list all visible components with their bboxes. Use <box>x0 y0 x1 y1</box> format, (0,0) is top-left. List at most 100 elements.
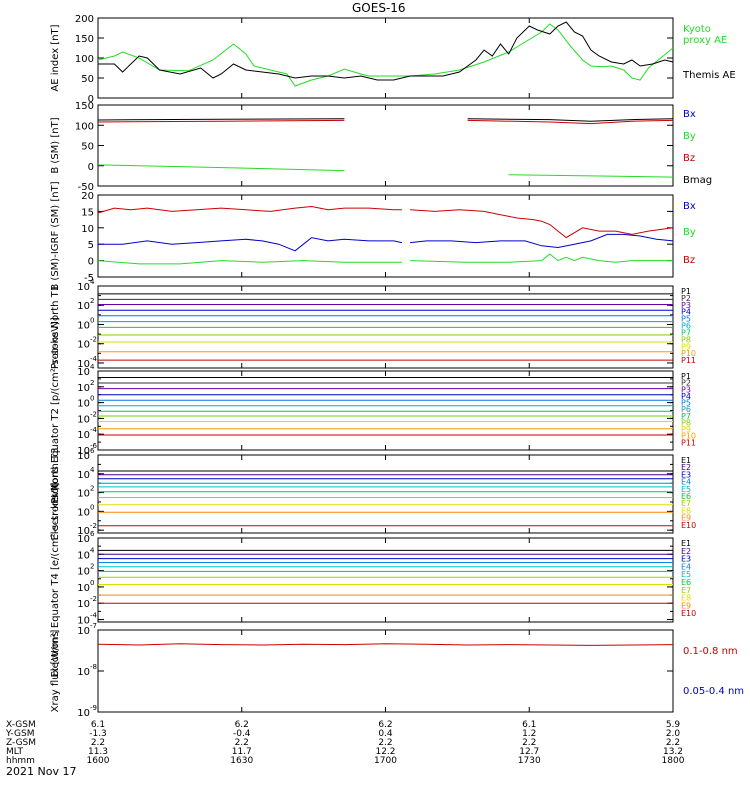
y-tick-label: 10 <box>77 526 90 537</box>
y-tick-label: 0 <box>88 162 94 173</box>
x-tick-value: 1600 <box>87 756 110 766</box>
legend-protons_t1-P1: P1 <box>681 287 691 296</box>
y-tick-label: -5 <box>84 273 94 284</box>
y-tick-label: 10 <box>77 414 90 425</box>
y-tick-label: 100 <box>75 121 94 132</box>
y-tick-label: 0 <box>88 94 94 105</box>
x-tick-value: 5.9 <box>666 720 681 730</box>
panel-frame-ae <box>97 17 674 99</box>
y-tick-label: 200 <box>75 14 94 25</box>
y-tick-exponent: 2 <box>90 379 94 387</box>
legend-protons_t1-P10: P10 <box>681 349 696 358</box>
y-tick-exponent: 6 <box>90 530 95 538</box>
x-tick-value: 12.2 <box>375 747 395 757</box>
series-line-Bmag <box>467 118 674 122</box>
legend-electrons_t3-E5: E5 <box>681 485 691 494</box>
legend-protons_t2-P8: P8 <box>681 418 691 427</box>
legend-protons_t2-P11: P11 <box>681 438 696 447</box>
legend-bdiff-1: By <box>683 227 696 238</box>
y-tick-exponent: -4 <box>90 612 98 620</box>
legend-ae-1: Themis AE <box>682 70 736 81</box>
legend-electrons_t4-E1: E1 <box>681 539 691 548</box>
panel-frame-bdiff <box>97 194 674 278</box>
legend-electrons_t4-E7: E7 <box>681 586 691 595</box>
series-line-Bmag <box>97 118 345 121</box>
y-tick-label: -50 <box>78 182 94 193</box>
x-tick-value: 12.7 <box>519 747 539 757</box>
y-axis-label-bdiff: B (SM)-IGRF (SM) [nT] <box>50 181 61 290</box>
y-tick-exponent: -8 <box>90 663 97 671</box>
x-tick-value: 2.0 <box>666 729 681 739</box>
y-tick-label: 10 <box>77 470 90 481</box>
y-tick-exponent: -4 <box>90 426 98 434</box>
y-tick-label: 10 <box>77 507 90 518</box>
y-tick-label: 50 <box>81 142 94 153</box>
legend-electrons_t3-E9: E9 <box>681 514 691 523</box>
x-row-label-hhmm: hhmm <box>6 756 35 766</box>
x-tick-value: 2.2 <box>666 738 680 748</box>
panel-frame-xray <box>97 629 674 713</box>
legend-electrons_t4-E2: E2 <box>681 547 691 556</box>
legend-electrons_t3-E7: E7 <box>681 499 691 508</box>
y-tick-exponent: 4 <box>90 278 95 286</box>
y-tick-label: 0 <box>88 257 94 268</box>
y-tick-exponent: 2 <box>90 485 94 493</box>
legend-electrons_t4-E6: E6 <box>681 578 691 587</box>
y-tick-label: 10 <box>77 383 90 394</box>
legend-electrons_t4-E4: E4 <box>681 562 691 571</box>
y-tick-label: 20 <box>81 191 94 202</box>
legend-electrons_t4-E3: E3 <box>681 555 691 564</box>
y-tick-label: 10 <box>77 399 90 410</box>
series-line-0-1-0-8-nm <box>97 643 674 646</box>
x-tick-value: 6.2 <box>378 720 392 730</box>
x-tick-value: 6.1 <box>91 720 105 730</box>
y-axis-label-protons_t1: Protons North T1 <box>50 285 61 369</box>
x-row-label-X-GSM: X-GSM <box>6 720 36 730</box>
x-tick-value: -1.3 <box>89 729 107 739</box>
x-tick-value: 1700 <box>374 756 397 766</box>
y-axis-label-bsm: B (SM) [nT] <box>50 117 61 173</box>
y-tick-label: 10 <box>77 567 90 578</box>
y-tick-label: 10 <box>77 489 90 500</box>
y-tick-label: 10 <box>77 616 90 627</box>
legend-bsm-2: Bz <box>683 153 695 164</box>
legend-protons_t2-P4: P4 <box>681 392 691 401</box>
legend-electrons_t3-E6: E6 <box>681 492 691 501</box>
y-tick-label: 10 <box>77 583 90 594</box>
legend-protons_t2-P10: P10 <box>681 432 696 441</box>
legend-protons_t2-P3: P3 <box>681 385 691 394</box>
legend-ae-0: proxy AE <box>683 35 727 46</box>
legend-protons_t2-P6: P6 <box>681 405 691 414</box>
x-tick-value: 1.2 <box>522 729 536 739</box>
series-line-By <box>97 260 402 265</box>
legend-electrons_t3-E4: E4 <box>681 478 691 487</box>
plot-title: GOES-16 <box>352 1 406 15</box>
y-tick-label: 10 <box>77 301 90 312</box>
y-tick-label: 10 <box>81 224 94 235</box>
legend-protons_t2-P2: P2 <box>681 379 691 388</box>
y-tick-label: 100 <box>75 54 94 65</box>
legend-electrons_t3-E3: E3 <box>681 470 691 479</box>
panel-frame-electrons_t3 <box>97 454 674 534</box>
legend-protons_t1-P2: P2 <box>681 294 691 303</box>
legend-bdiff-0: Bx <box>683 201 696 212</box>
y-axis-label-protons_t2: Protons Equator T2 [p/(cm²-s-sr-keV)] <box>50 317 61 504</box>
x-tick-value: -0.4 <box>233 729 251 739</box>
y-tick-exponent: -7 <box>90 622 97 630</box>
legend-xray-1: 0.05-0.4 nm <box>683 686 744 697</box>
y-axis-label-electrons_t4: Electrons Equator T4 [e/(cm²-s-sr-keV)] <box>50 482 61 677</box>
y-tick-exponent: 4 <box>90 546 95 554</box>
legend-electrons_t3-E10: E10 <box>681 521 696 530</box>
legend-protons_t1-P7: P7 <box>681 328 691 337</box>
x-tick-value: 1630 <box>230 756 253 766</box>
legend-protons_t1-P11: P11 <box>681 356 696 365</box>
legend-protons_t1-P4: P4 <box>681 308 691 317</box>
legend-protons_t1-P8: P8 <box>681 335 691 344</box>
y-tick-exponent: 4 <box>90 466 95 474</box>
y-tick-label: 10 <box>77 446 90 457</box>
series-line-Bx <box>410 233 674 249</box>
y-tick-exponent: 2 <box>90 563 94 571</box>
x-tick-value: 0.4 <box>378 729 393 739</box>
y-tick-exponent: 4 <box>90 363 95 371</box>
y-tick-label: 10 <box>77 367 90 378</box>
